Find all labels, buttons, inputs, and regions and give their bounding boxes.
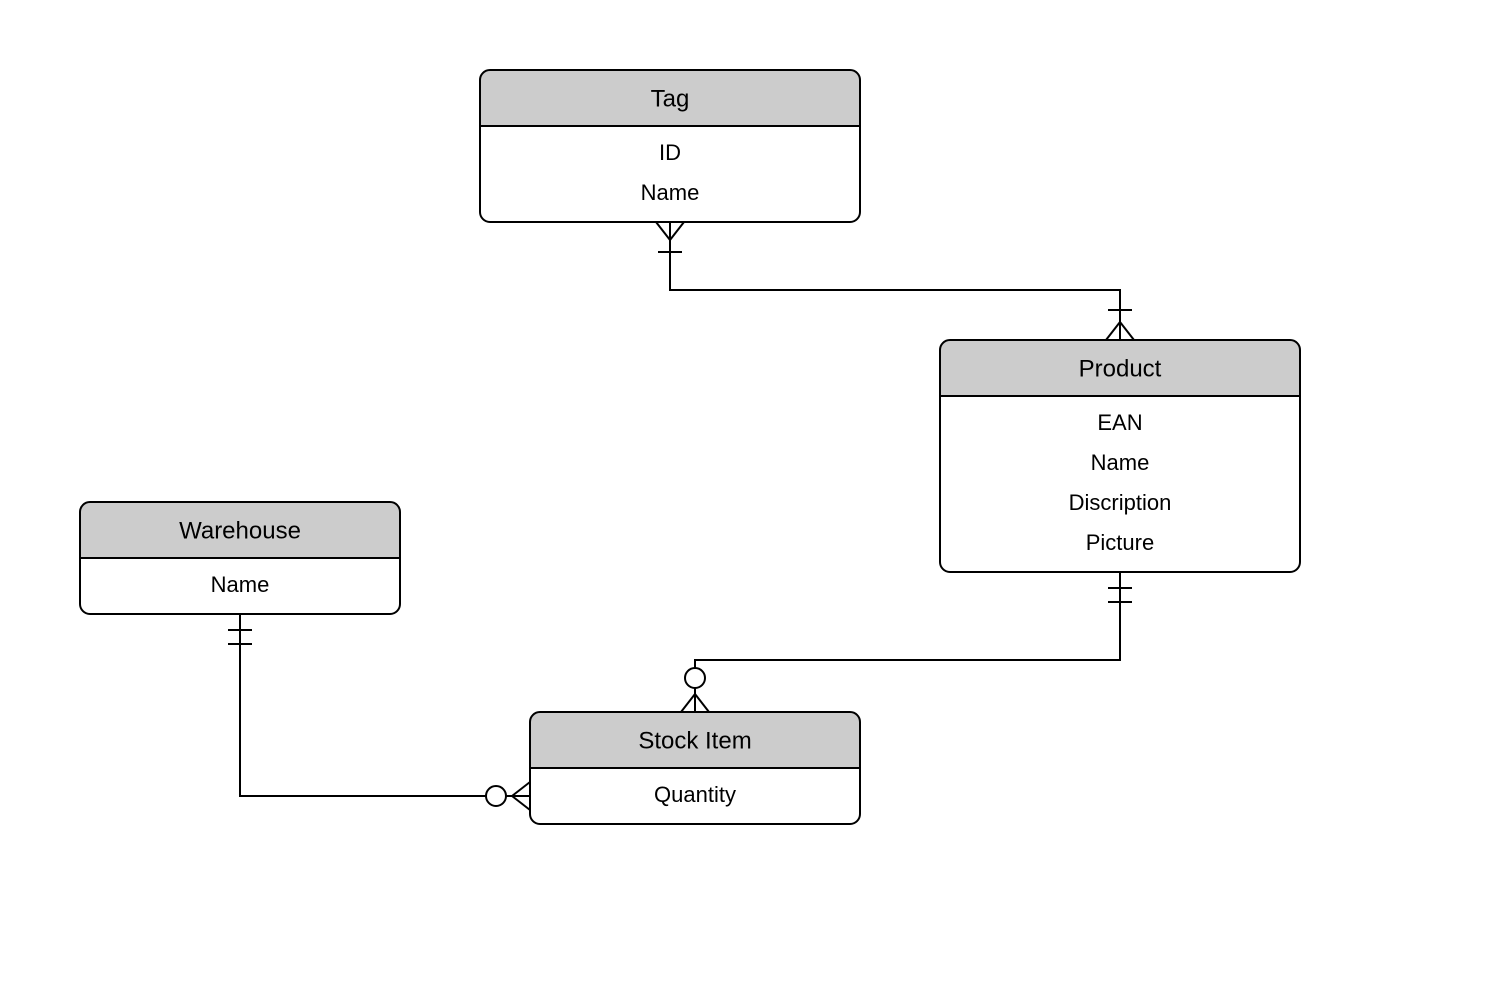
entity-attr: ID <box>659 140 681 165</box>
entity-title: Warehouse <box>179 517 301 544</box>
entity-attr: Name <box>211 572 270 597</box>
relationship-product-stockitem <box>681 572 1132 712</box>
entity-title: Stock Item <box>638 727 751 754</box>
entity-product: Product EAN Name Discription Picture <box>940 340 1300 572</box>
entity-attr: Quantity <box>654 782 736 807</box>
entity-attr: EAN <box>1097 410 1142 435</box>
entity-tag: Tag ID Name <box>480 70 860 222</box>
relationship-line <box>240 614 530 796</box>
entity-attr: Name <box>1091 450 1150 475</box>
entity-stockitem: Stock Item Quantity <box>530 712 860 824</box>
entity-title: Tag <box>651 85 690 112</box>
entity-title: Product <box>1079 355 1162 382</box>
relationship-tag-product <box>656 222 1134 340</box>
entity-attr: Name <box>641 180 700 205</box>
relationship-line <box>670 222 1120 340</box>
relationship-line <box>695 572 1120 712</box>
er-diagram: Tag ID Name Product EAN Name Discription Pictur… <box>0 0 1500 996</box>
entity-attr: Picture <box>1086 530 1154 555</box>
entity-warehouse: Warehouse Name <box>80 502 400 614</box>
relationship-warehouse-stockitem <box>228 614 530 810</box>
entities-layer: Tag ID Name Product EAN Name Discription Pictur… <box>80 70 1300 824</box>
entity-attr: Discription <box>1069 490 1172 515</box>
